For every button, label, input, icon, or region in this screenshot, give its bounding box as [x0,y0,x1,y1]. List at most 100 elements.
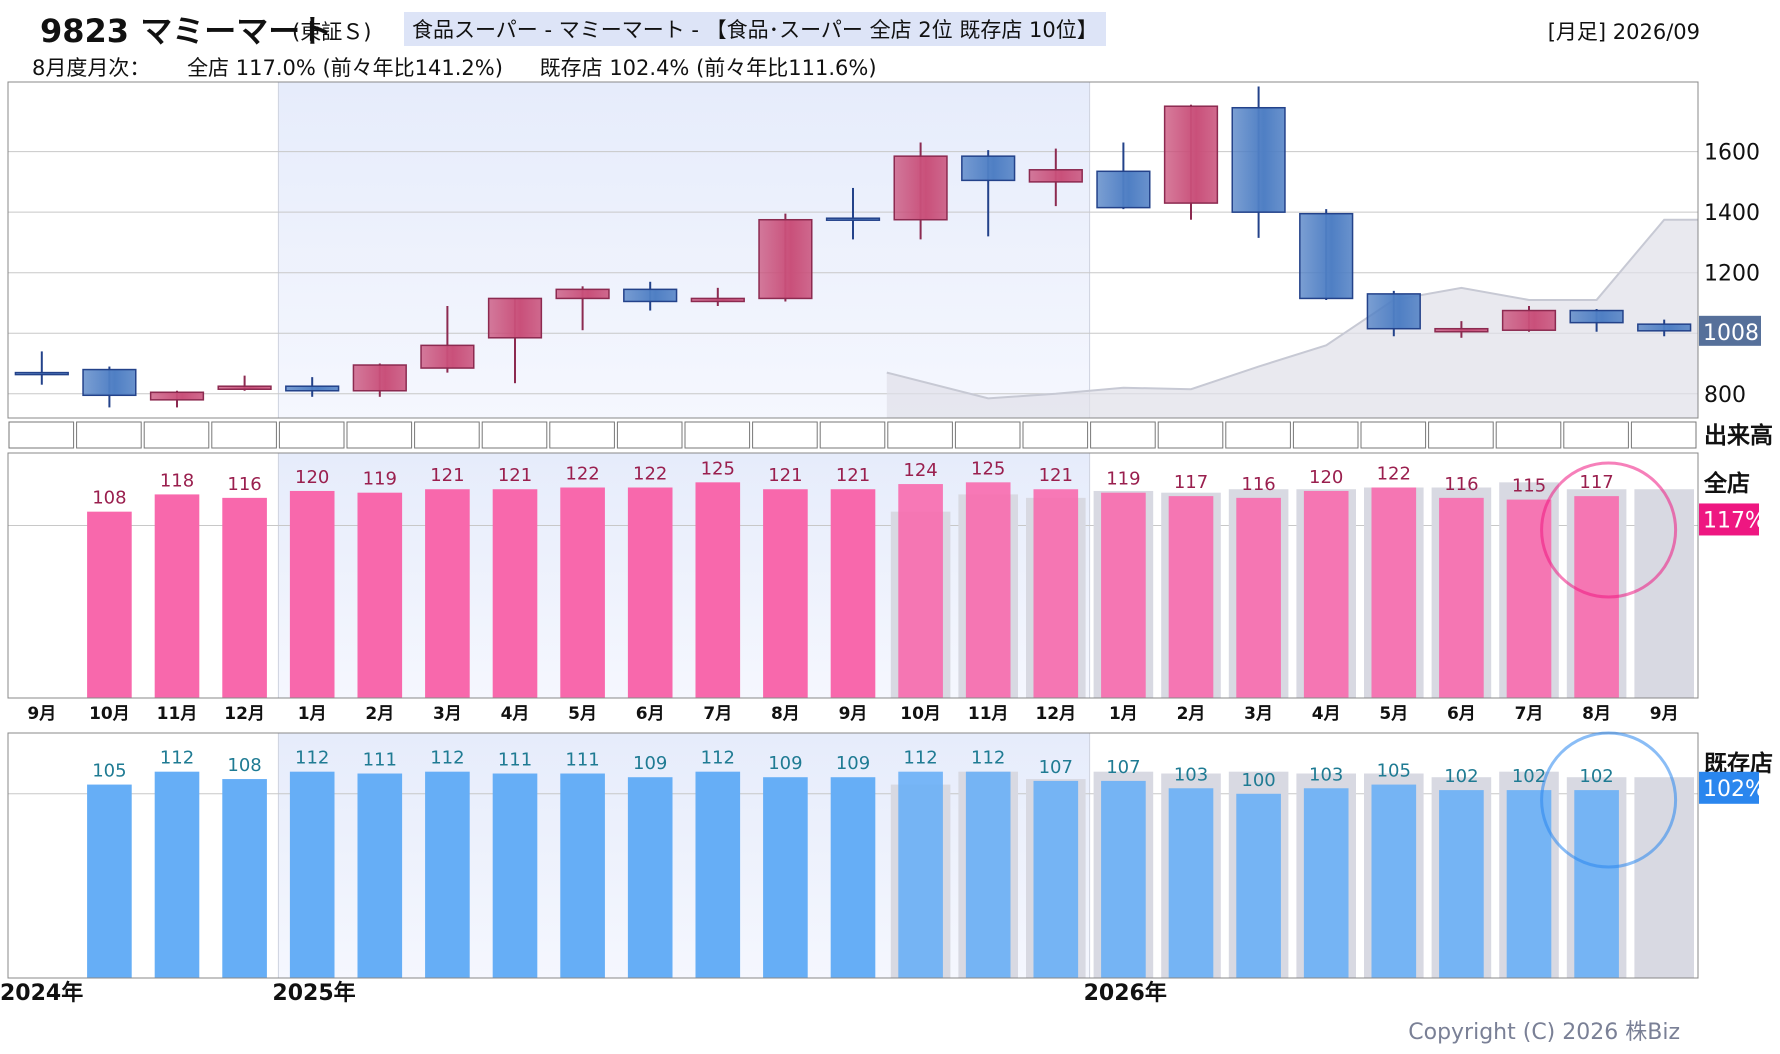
year-2025-shade [278,453,1090,698]
value-bar [1236,793,1281,978]
volume-cell [8,421,75,449]
month-label: 12月 [224,704,265,724]
bar-value-label: 112 [701,748,735,769]
bar-value-label: 121 [1039,465,1073,486]
bar-value-label: 121 [836,465,870,486]
volume-cell [954,421,1021,449]
year-2025-shade [278,733,1090,978]
volume-cell [414,421,480,449]
bar-value-label: 108 [92,488,126,509]
price-tick-label: 1400 [1704,201,1760,226]
ticker-text: 9823 マミーマート [40,12,333,50]
highlight-circle [1540,731,1678,869]
month-label: 4月 [501,704,530,724]
month-label: 7月 [1515,704,1544,724]
bar-value-label: 116 [1444,474,1478,495]
value-bar [289,771,335,978]
value-bar [1439,497,1484,698]
month-label: 12月 [1035,704,1076,724]
copyright: Copyright (C) 2026 株Biz [1408,1020,1680,1045]
month-label: 2月 [365,704,394,724]
candle-body [1163,105,1219,204]
price-tick-label: 1600 [1704,141,1760,166]
bar-value-label: 124 [903,460,937,481]
bar-value-label: 100 [1241,770,1275,791]
year-label: 2026年 [1084,980,1167,1006]
value-bar [560,773,605,978]
candle-body [758,218,813,300]
bar-value-label: 111 [363,750,397,771]
value-bar [1236,497,1281,698]
month-label: 9月 [839,704,868,724]
prev-year-area [886,219,1698,418]
month-label: 1月 [1109,704,1138,724]
volume-cell [819,421,886,449]
industry-label: 食品スーパー - マミーマート - 【食品･スーパー 全店 2位 既存店 10位… [404,12,1106,46]
value-bar [965,771,1011,978]
value-bar [830,777,876,978]
value-bar [695,771,741,978]
bar-value-label: 116 [227,474,261,495]
candle-body [285,385,340,392]
bar-value-label: 107 [1039,757,1073,778]
volume-cell [143,421,210,449]
month-label: 10月 [900,704,941,724]
volume-cell [887,421,953,449]
year-label: 2024年 [0,980,83,1006]
bar-value-label: 102 [1512,766,1546,787]
value-bar [1168,788,1214,978]
value-bar [1033,489,1079,698]
volume-cell [549,421,615,449]
value-bar [425,489,470,698]
volume-cell [1563,421,1629,449]
price-badge-text: 1008 [1703,321,1759,346]
candle-body [149,391,205,401]
bar-value-label: 112 [430,748,464,769]
bar-value-label: 119 [1106,469,1140,490]
value-bar [1033,780,1079,978]
value-bar [1168,496,1214,698]
bar-value-label: 111 [565,750,599,771]
month-label: 11月 [157,704,198,724]
bar-value-label: 118 [160,470,194,491]
market-label: (東証Ｓ) [292,20,372,44]
bar-value-label: 117 [1579,472,1613,493]
volume-cell [1630,421,1697,449]
month-label: 7月 [703,704,732,724]
value-bar [695,482,741,698]
series-badge [1699,771,1759,804]
month-label: 10月 [89,704,130,724]
monthly-label: 8月度月次： [32,56,151,80]
prev-year-line [886,218,1698,400]
volume-cell [76,421,142,449]
value-bar [1101,492,1146,698]
candle-body [1096,170,1151,209]
value-bar [1303,490,1349,698]
bar-value-label: 105 [1377,761,1411,782]
value-bar [492,773,538,978]
value-bar [763,777,808,978]
month-label: 3月 [1244,704,1273,724]
value-bar [560,487,605,698]
month-label: 5月 [568,704,597,724]
bar-value-label: 120 [1309,467,1343,488]
bar-value-label: 121 [430,465,464,486]
volume-cell [278,421,345,449]
volume-cell [1090,421,1156,449]
value-bar [154,771,200,978]
value-bar [492,489,538,698]
value-bar [1371,784,1417,978]
bar-value-label: 109 [768,753,802,774]
ticker-title: 9823 マミーマート [40,6,332,52]
value-bar [222,779,267,978]
bar-value-label: 121 [768,465,802,486]
volume-cell [1157,421,1224,449]
value-bar [1506,499,1552,698]
bar-value-label: 112 [903,748,937,769]
bar-value-label: 122 [1377,464,1411,485]
value-bar [357,773,403,978]
value-bar [627,487,673,698]
volume-cell [1428,421,1494,449]
bar-value-label: 117 [1174,472,1208,493]
